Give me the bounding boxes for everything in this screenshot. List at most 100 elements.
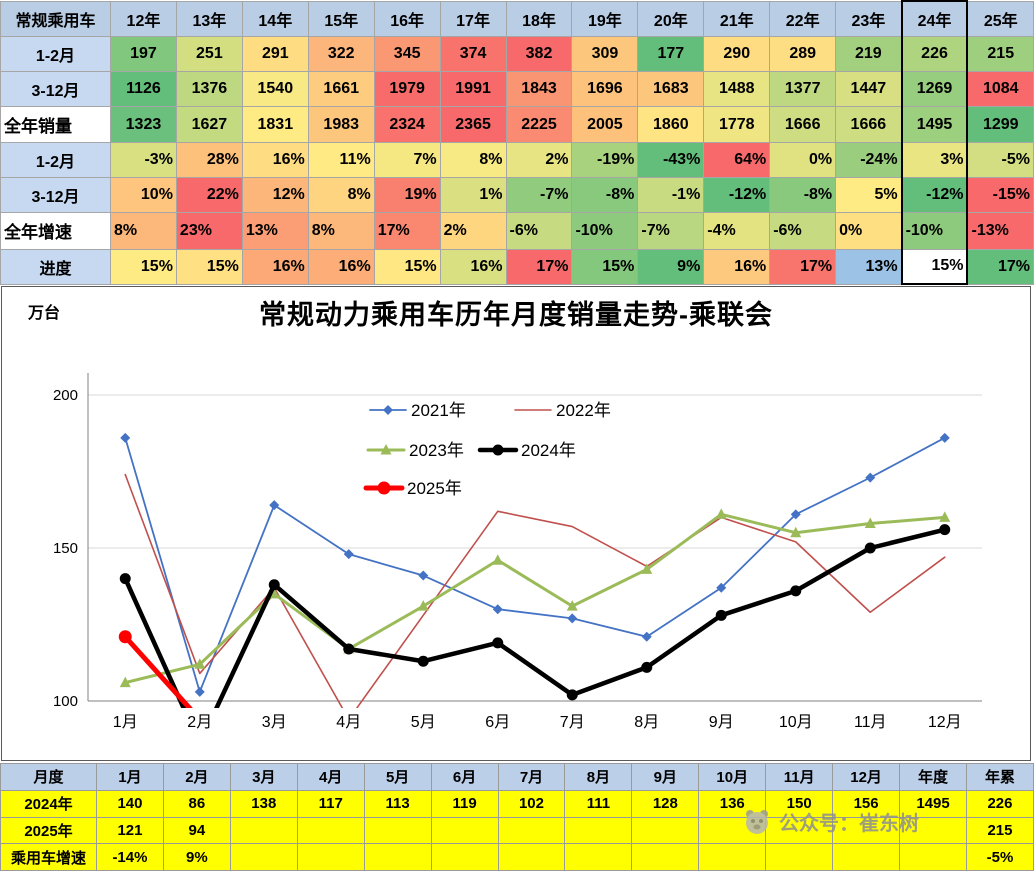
value-cell: 1269 [900, 71, 969, 107]
value-cell: -8% [769, 177, 837, 214]
value-cell: 17% [373, 212, 441, 250]
data-point-marker [269, 500, 280, 511]
value-cell: 3% [900, 142, 969, 179]
value-cell: 15% [175, 248, 243, 285]
value-cell: 1666 [835, 105, 903, 144]
value-cell: 17% [505, 248, 573, 285]
value-cell: -15% [966, 177, 1034, 214]
month-column-header: 4月 [296, 763, 365, 791]
month-column-header: 6月 [430, 763, 499, 791]
value-cell [363, 843, 432, 871]
y-tick-label: 150 [53, 540, 78, 557]
data-point-marker [118, 630, 132, 644]
row-label: 3-12月 [0, 71, 111, 107]
value-cell: 289 [769, 36, 837, 73]
value-cell: 111 [564, 789, 633, 818]
top-table-row: 1-2月 -3% 28% 16% 11% 7% 8% 2% -19% -43% 64% 0% -24% 3… [0, 142, 1034, 179]
value-cell: -12% [703, 177, 771, 214]
bottom-header-row: 月度 1月 2月 3月 4月 5月 6月 7月 8月 9月 10月 11月 12月 年度 年累 [0, 763, 1034, 791]
value-cell: 1666 [769, 105, 837, 144]
watermark-text: 公众号：崔东树 [779, 812, 919, 835]
value-cell: 13% [835, 248, 903, 285]
row-label: 全年增速 [0, 212, 111, 250]
legend-label-2023年: 2023年 [409, 441, 464, 460]
month-column-header: 3月 [229, 763, 298, 791]
data-point-marker [383, 405, 393, 415]
x-tick-label: 10月 [779, 714, 813, 731]
x-tick-label: 12月 [928, 714, 962, 731]
value-cell: 86 [162, 789, 231, 818]
value-cell: 8% [307, 212, 375, 250]
month-column-header: 10月 [698, 763, 767, 791]
legend-label-2022年: 2022年 [556, 401, 611, 420]
value-cell: 226 [900, 36, 969, 73]
value-cell: 17% [966, 248, 1034, 285]
value-cell: 1376 [175, 71, 243, 107]
legend-label-2021年: 2021年 [411, 401, 466, 420]
data-point-marker [790, 509, 801, 520]
chart-canvas: 100 150 200 1月 2月 3月 4月 5月 6月 7月 8月 9月 10月 11月 12月 2021… [53, 373, 982, 749]
row-label: 2025年 [0, 816, 97, 845]
data-point-marker [641, 661, 653, 673]
value-cell: 1860 [637, 105, 705, 144]
value-cell [631, 816, 700, 845]
year-column-header: 22年 [769, 0, 837, 38]
data-point-marker [864, 542, 876, 554]
value-cell: -7% [505, 177, 573, 214]
year-column-header: 18年 [505, 0, 573, 38]
data-point-marker [566, 600, 578, 611]
month-column-header: 8月 [564, 763, 633, 791]
value-cell: 128 [631, 789, 700, 818]
value-cell: 251 [175, 36, 243, 73]
month-column-header: 11月 [765, 763, 834, 791]
value-cell: 1661 [307, 71, 375, 107]
data-point-marker [864, 517, 876, 529]
data-point-marker [715, 508, 727, 519]
value-cell: 2365 [439, 105, 507, 144]
value-cell: 15% [900, 248, 969, 285]
top-table-row: 3-12月 10% 22% 12% 8% 19% 1% -7% -8% -1% -12% -8% 5% -… [0, 177, 1034, 214]
value-cell: 1983 [307, 105, 375, 144]
value-cell [229, 816, 298, 845]
top-table-row: 全年增速 8% 23% 13% 8% 17% 2% -6% -10% -7% -4% -6% 0% -10… [0, 212, 1034, 250]
series-line-3 [123, 527, 947, 708]
value-cell: 219 [835, 36, 903, 73]
data-point-marker [939, 524, 951, 536]
month-column-header: 2月 [162, 763, 231, 791]
data-point-marker [194, 738, 205, 749]
value-cell: 15% [110, 248, 177, 285]
data-point-marker [865, 472, 876, 483]
value-cell: -4% [703, 212, 771, 250]
data-point-marker [268, 579, 280, 591]
data-point-marker [377, 481, 391, 495]
value-cell: 1299 [966, 105, 1034, 144]
value-cell: 8% [439, 142, 507, 179]
data-point-marker [566, 689, 578, 701]
value-cell: 382 [505, 36, 573, 73]
sales-trend-chart: 万台 常规动力乘用车历年月度销量走势-乘联会 100 150 200 1月 2月 3月 4月… [1, 286, 1031, 761]
value-cell: -8% [571, 177, 639, 214]
series-group [118, 432, 951, 749]
x-tick-label: 7月 [560, 714, 585, 731]
year-column-header: 14年 [241, 0, 309, 38]
top-table-row: 3-12月 1126 1376 1540 1661 1979 1991 1843 1696 168… [0, 71, 1034, 107]
value-cell: 290 [703, 36, 771, 73]
x-tick-label: 8月 [634, 714, 659, 731]
monthly-sales-table: 月度 1月 2月 3月 4月 5月 6月 7月 8月 9月 10月 11月 12月 年度 年累 2024年 14… [0, 763, 1034, 871]
value-cell: 9% [637, 248, 705, 285]
series-line-2 [123, 512, 947, 685]
y-tick-label: 100 [53, 693, 78, 710]
value-cell: 1696 [571, 71, 639, 107]
value-cell: 8% [307, 177, 375, 214]
data-point-marker [380, 444, 392, 455]
month-column-header: 月度 [0, 763, 97, 791]
value-cell: -13% [966, 212, 1034, 250]
data-point-marker [492, 637, 504, 649]
value-cell [564, 843, 633, 871]
value-cell: -43% [637, 142, 705, 179]
bottom-table-row: 2025年 121 94 215 [0, 816, 1034, 845]
value-cell [765, 816, 834, 845]
value-cell: 64% [703, 142, 771, 179]
value-cell: 16% [307, 248, 375, 285]
data-point-marker [343, 549, 354, 560]
